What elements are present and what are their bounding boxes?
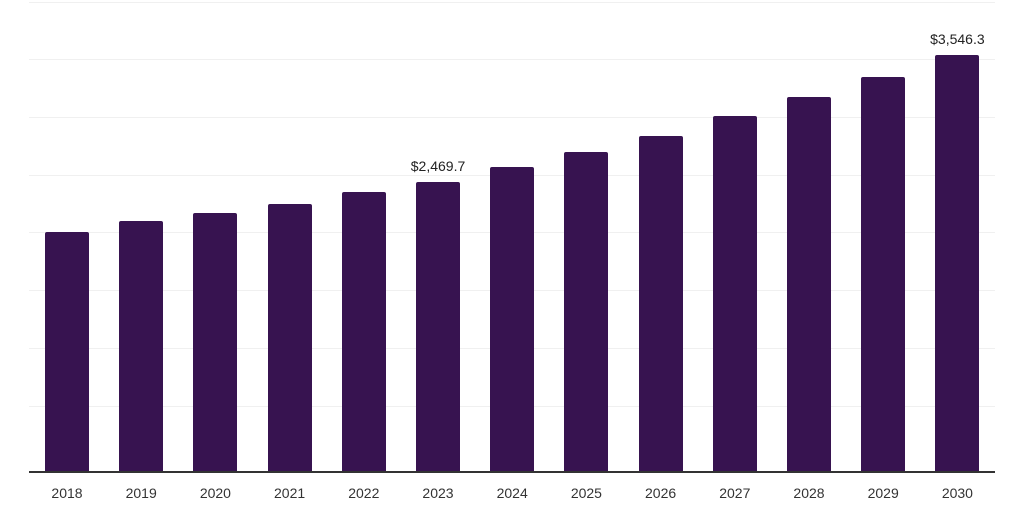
bar[interactable] xyxy=(119,220,164,472)
x-tick-label: 2018 xyxy=(51,485,83,501)
x-tick-label: 2028 xyxy=(793,485,825,501)
bar[interactable] xyxy=(861,76,906,472)
bar-value-label: $3,546.3 xyxy=(930,30,985,47)
bar[interactable] xyxy=(45,231,89,472)
bar[interactable] xyxy=(564,152,609,472)
x-tick-label: 2019 xyxy=(125,485,157,501)
gridline xyxy=(29,59,995,60)
bar[interactable] xyxy=(935,54,980,472)
x-tick-label: 2026 xyxy=(645,485,677,501)
bar[interactable] xyxy=(416,181,460,472)
bar[interactable] xyxy=(787,96,831,472)
x-tick-label: 2027 xyxy=(719,485,751,501)
x-tick-label: 2021 xyxy=(274,485,306,501)
x-axis-labels: 2018 2019 2020 2021 2022 2023 2024 2025 2026 2027… xyxy=(0,472,1024,512)
x-tick-label: 2023 xyxy=(422,485,454,501)
bar[interactable] xyxy=(638,136,683,472)
bar[interactable] xyxy=(712,116,757,472)
x-tick-label: 2025 xyxy=(570,485,602,501)
x-tick-label: 2020 xyxy=(199,485,231,501)
bar-value-label: $2,469.7 xyxy=(410,157,466,174)
x-tick-label: 2029 xyxy=(867,485,899,501)
plot-area: $2,469.7 $3,546.3 xyxy=(29,2,995,473)
x-tick-label: 2030 xyxy=(941,485,973,501)
bar[interactable] xyxy=(341,192,386,472)
bar[interactable] xyxy=(193,212,238,472)
bar[interactable] xyxy=(267,203,312,472)
gridline xyxy=(29,2,995,3)
bar[interactable] xyxy=(490,166,535,472)
x-axis-line xyxy=(29,471,995,473)
bars-layer: $2,469.7 $3,546.3 xyxy=(45,30,985,472)
gridline xyxy=(29,117,995,118)
x-tick-label: 2022 xyxy=(348,485,380,501)
x-tick-label: 2024 xyxy=(496,485,528,501)
